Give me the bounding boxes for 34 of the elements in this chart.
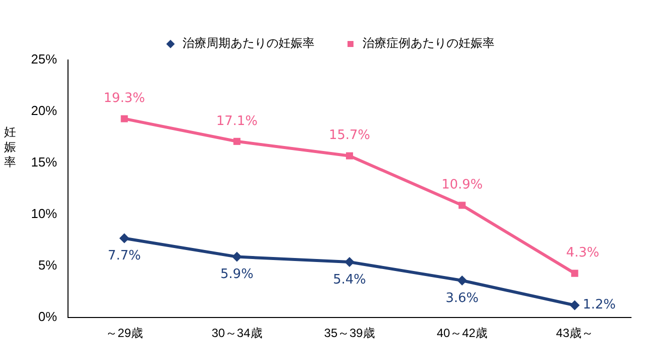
point xyxy=(458,202,466,209)
point xyxy=(457,276,468,286)
x-tick-label: ～29歳 xyxy=(106,326,143,340)
data-label: 17.1% xyxy=(216,114,258,129)
x-tick-label: 30～34歳 xyxy=(212,326,262,340)
y-tick-label: 5% xyxy=(38,258,58,273)
point xyxy=(344,256,355,267)
y-tick-label: 25% xyxy=(30,52,58,67)
point xyxy=(119,233,130,244)
y-tick-label: 0% xyxy=(38,309,58,324)
legend-label: 治療周期あたりの妊娠率 xyxy=(182,36,314,50)
data-label: 10.9% xyxy=(441,178,483,193)
data-label: 5.4% xyxy=(332,272,366,288)
y-tick-label: 10% xyxy=(30,206,58,222)
point xyxy=(346,152,354,160)
point xyxy=(232,252,242,262)
data-label: 3.6% xyxy=(446,290,479,306)
data-label: 1.2% xyxy=(582,298,616,313)
point xyxy=(571,270,578,277)
y-axis-title: 妊娠率 xyxy=(4,125,16,170)
point xyxy=(570,300,580,310)
data-label: 4.3% xyxy=(566,246,600,261)
x-tick-label: 35～39歳 xyxy=(324,326,375,340)
x-tick-label: 43歳～ xyxy=(556,326,594,340)
data-label: 19.3% xyxy=(104,91,145,106)
x-tick-label: 40～42歳 xyxy=(436,326,488,340)
legend-label: 治療症例あたりの妊娠率 xyxy=(362,36,494,50)
point xyxy=(233,138,240,145)
point xyxy=(120,115,128,122)
y-tick-label: 20% xyxy=(30,103,58,118)
data-label: 15.7% xyxy=(328,128,370,144)
y-tick-label: 15% xyxy=(30,154,58,170)
data-label: 7.7% xyxy=(108,248,141,264)
data-label: 5.9% xyxy=(220,267,254,282)
